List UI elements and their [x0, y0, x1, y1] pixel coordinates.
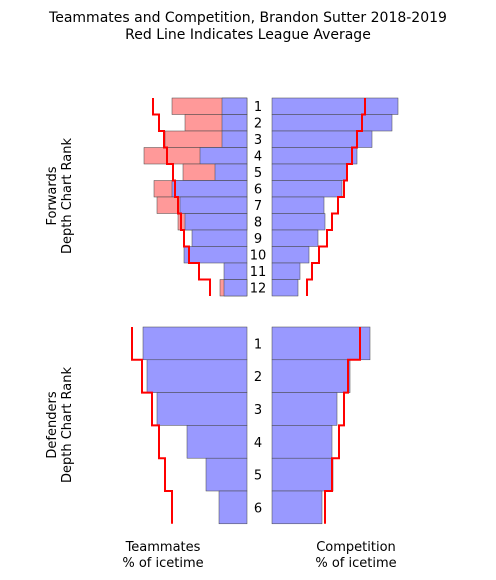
def-competition-bar-2 [271, 359, 351, 393]
def-teammates-bar-5 [205, 457, 248, 492]
def-rank-label-6: 6 [254, 501, 262, 516]
fwd-rank-label-6: 6 [254, 182, 262, 197]
def-rank-label-4: 4 [254, 436, 262, 451]
fwd-rank-label-9: 9 [254, 232, 262, 247]
fwd-competition-bar-6 [271, 180, 343, 198]
fwd-competition-average-line [306, 98, 366, 296]
def-competition-bar-4 [271, 425, 333, 459]
teammates-xlabel-line1: Teammates [125, 540, 201, 555]
defenders-axis-label-line1: Defenders [45, 391, 60, 458]
fwd-teammates-bar-5 [214, 163, 248, 181]
defenders-axis-label-line2: Depth Chart Rank [60, 367, 75, 484]
fwd-teammates-average-line [152, 98, 211, 296]
chart-title-line2: Red Line Indicates League Average [125, 27, 371, 43]
fwd-competition-bar-8 [271, 213, 326, 231]
fwd-teammates-bar-12 [223, 279, 248, 297]
teammates-xlabel-line2: % of icetime [122, 556, 203, 571]
def-competition-bar-1 [271, 326, 371, 361]
fwd-rank-label-8: 8 [254, 215, 262, 230]
fwd-rank-label-1: 1 [254, 100, 262, 115]
fwd-rank-label-3: 3 [254, 133, 262, 148]
def-competition-average-line [324, 327, 361, 524]
def-teammates-bar-4 [186, 425, 248, 459]
fwd-teammates-bar-10 [183, 246, 248, 264]
def-teammates-bar-2 [146, 359, 248, 393]
fwd-teammates-bar-9 [191, 229, 248, 247]
fwd-teammates-bar-8 [184, 213, 248, 231]
fwd-rank-label-4: 4 [254, 149, 262, 164]
fwd-competition-bar-10 [271, 246, 310, 264]
fwd-competition-bar-5 [271, 163, 348, 181]
def-teammates-average-line [131, 327, 173, 524]
fwd-rank-label-12: 12 [250, 281, 267, 296]
def-rank-label-5: 5 [254, 469, 262, 484]
fwd-competition-bar-11 [271, 262, 301, 280]
forwards-axis-label-line2: Depth Chart Rank [60, 138, 75, 255]
fwd-teammates-bar-11 [223, 262, 248, 280]
def-teammates-bar-1 [142, 326, 248, 361]
def-teammates-bar-6 [218, 490, 248, 525]
competition-xlabel-line1: Competition [316, 540, 396, 555]
fwd-teammates-bar-3 [221, 130, 248, 148]
fwd-competition-bar-2 [271, 114, 393, 132]
def-competition-bar-6 [271, 490, 323, 525]
chart-title-line1: Teammates and Competition, Brandon Sutte… [48, 10, 447, 26]
def-rank-label-1: 1 [254, 337, 262, 352]
forwards-axis-label-line1: Forwards [45, 166, 60, 225]
def-rank-label-3: 3 [254, 403, 262, 418]
fwd-rank-label-10: 10 [250, 248, 267, 263]
fwd-competition-bar-9 [271, 229, 319, 247]
fwd-teammates-bar-7 [179, 196, 248, 214]
fwd-competition-bar-7 [271, 196, 325, 214]
fwd-rank-label-7: 7 [254, 199, 262, 214]
def-rank-label-2: 2 [254, 370, 262, 385]
fwd-teammates-bar-2 [221, 114, 248, 132]
fwd-rank-label-5: 5 [254, 166, 262, 181]
fwd-competition-bar-4 [271, 147, 358, 165]
fwd-rank-label-2: 2 [254, 116, 262, 131]
def-competition-bar-5 [271, 457, 334, 492]
fwd-teammates-bar-6 [171, 180, 248, 198]
competition-xlabel-line2: % of icetime [315, 556, 396, 571]
fwd-competition-bar-12 [271, 279, 299, 297]
fwd-teammates-bar-4 [199, 147, 248, 165]
def-competition-bar-3 [271, 392, 338, 426]
fwd-competition-bar-1 [271, 97, 399, 115]
fwd-rank-label-11: 11 [250, 265, 267, 280]
def-teammates-bar-3 [156, 392, 248, 426]
fwd-teammates-bar-1 [221, 97, 248, 115]
